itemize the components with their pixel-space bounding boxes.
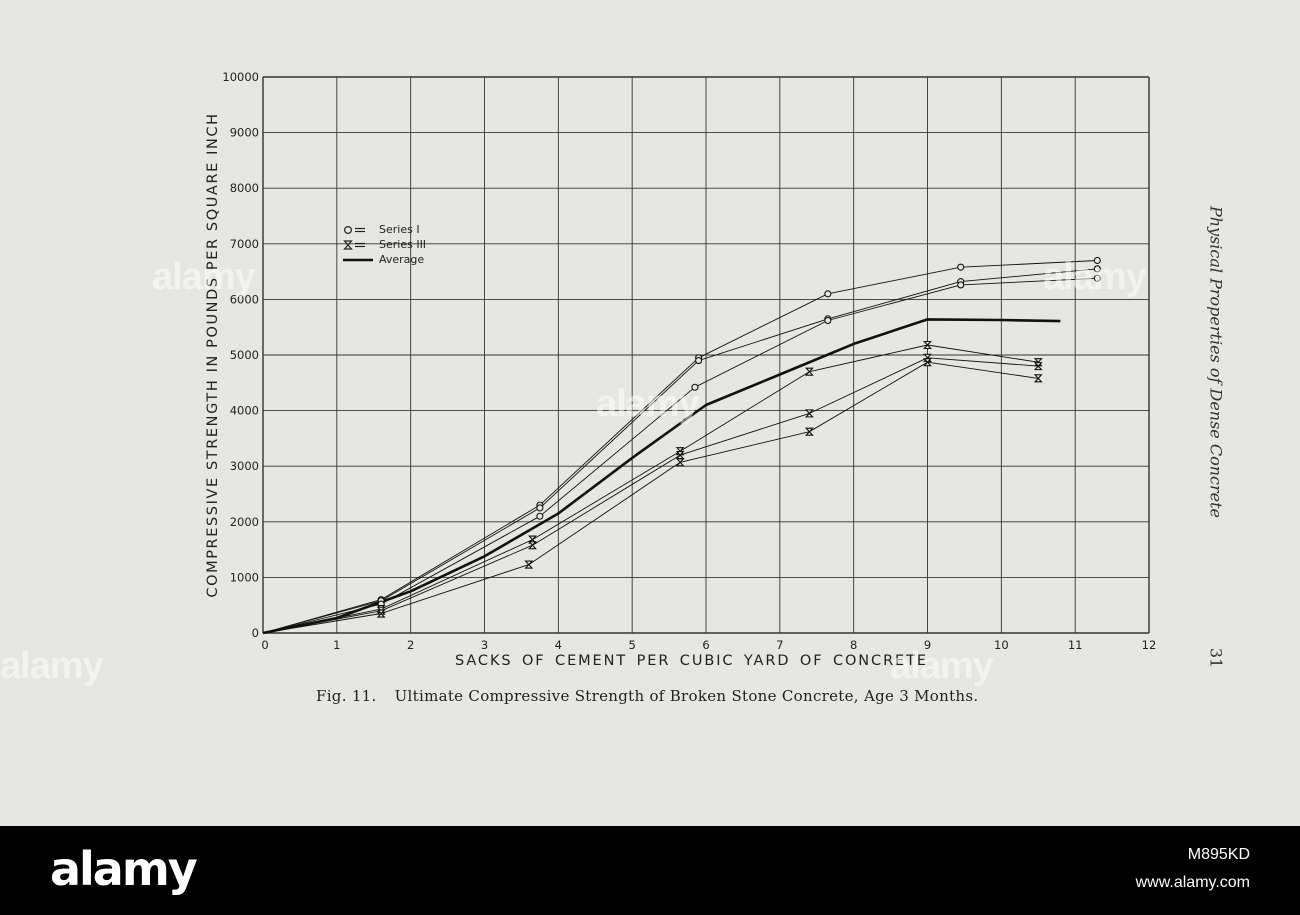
y-tick-label: 7000	[230, 237, 259, 251]
x-tick-label: 6	[702, 638, 709, 652]
circle-marker	[1093, 274, 1101, 282]
watermark-word: alamy	[890, 645, 994, 687]
hourglass-marker	[528, 541, 537, 550]
circle-marker	[1093, 265, 1101, 273]
running-head: Physical Properties of Dense Concrete	[1206, 205, 1226, 519]
chart-grid	[262, 76, 1150, 634]
hourglass-marker	[804, 427, 814, 436]
hourglass-marker	[376, 609, 386, 618]
circle-marker	[695, 357, 703, 365]
stock-footer-bar: alamy M895KD www.alamy.com	[0, 826, 1300, 915]
book-page: 0 1000 2000 3000 4000 5000 6000 7000 8000 9000 100…	[0, 70, 1226, 705]
figure-caption-text: Ultimate Compressive Strength of Broken …	[394, 687, 979, 705]
average-line	[262, 318, 1061, 635]
hourglass-marker	[675, 458, 685, 467]
watermark-word: alamy	[152, 256, 256, 298]
y-tick-label: 8000	[230, 181, 259, 195]
page-number: 31	[1206, 647, 1226, 669]
series-markers	[376, 256, 1101, 618]
hourglass-marker	[923, 340, 932, 350]
x-tick-label: 7	[776, 638, 783, 652]
circle-marker	[824, 316, 832, 325]
chart: 0100020003000400050006000700080009000100…	[222, 70, 1156, 652]
legend-entry-series-3: Series III	[343, 237, 426, 252]
circle-marker-icon	[343, 224, 377, 236]
x-tick-label: 0	[261, 638, 268, 652]
y-axis-title: COMPRESSIVE STRENGTH IN POUNDS PER SQUAR…	[205, 112, 221, 598]
circle-marker	[957, 281, 965, 289]
footer-url: www.alamy.com	[1135, 874, 1250, 891]
y-tick-label: 4000	[230, 404, 259, 418]
y-tick-label: 9000	[230, 126, 259, 140]
x-tick-label: 4	[555, 638, 562, 652]
alamy-logo: alamy	[50, 842, 198, 896]
watermark-word: alamy	[1043, 256, 1147, 298]
x-tick-label: 8	[850, 638, 857, 652]
circle-marker	[691, 383, 699, 391]
watermark-word: alamy	[596, 383, 700, 425]
watermark-word: alamy	[0, 645, 104, 687]
hourglass-marker	[1033, 362, 1043, 371]
circle-marker	[1093, 256, 1101, 265]
y-tick-label: 2000	[230, 515, 259, 529]
figure-caption: Fig. 11. Ultimate Compressive Strength of…	[316, 687, 978, 705]
x-tick-label: 9	[924, 638, 931, 652]
y-tick-label: 0	[252, 626, 259, 640]
x-tick-labels: 0 1 2 3 4 5 6 7 8 9 10 11 12	[261, 638, 1156, 652]
hourglass-marker	[804, 367, 814, 376]
x-tick-label: 2	[407, 638, 414, 652]
legend-label: Series III	[379, 237, 427, 251]
x-tick-label: 11	[1068, 638, 1083, 652]
x-tick-label: 3	[481, 638, 488, 652]
circle-marker	[824, 290, 832, 298]
legend-entry-series-1: Series I	[343, 222, 426, 237]
figure-number: Fig. 11.	[316, 687, 377, 705]
hourglass-marker-icon	[343, 239, 377, 251]
y-tick-label: 5000	[230, 348, 259, 362]
x-tick-label: 5	[629, 638, 636, 652]
hourglass-marker	[923, 358, 932, 367]
legend-label: Series I	[379, 222, 420, 236]
y-tick-label: 6000	[230, 292, 259, 306]
x-axis-title: SACKS OF CEMENT PER CUBIC YARD OF CONCRE…	[455, 653, 928, 669]
legend-entry-average: Average	[343, 252, 426, 267]
circle-marker	[536, 504, 544, 512]
hourglass-marker	[804, 409, 814, 418]
y-tick-label: 1000	[230, 570, 259, 584]
y-tick-labels: 0 1000 2000 3000 4000 5000 6000 7000 8000 9000 100…	[222, 70, 259, 640]
y-tick-label: 10000	[222, 70, 259, 84]
hourglass-marker	[524, 560, 534, 569]
thick-line-icon	[343, 254, 377, 266]
hourglass-marker	[1033, 374, 1043, 383]
x-tick-label: 12	[1142, 638, 1157, 652]
circle-marker	[957, 263, 965, 271]
legend-label: Average	[379, 252, 425, 266]
image-id: M895KD	[1187, 846, 1250, 863]
circle-marker	[536, 512, 544, 520]
x-tick-label: 10	[994, 638, 1009, 652]
chart-legend: Series I Series III Average	[343, 222, 426, 267]
x-tick-label: 1	[333, 638, 340, 652]
y-tick-label: 3000	[230, 459, 259, 473]
